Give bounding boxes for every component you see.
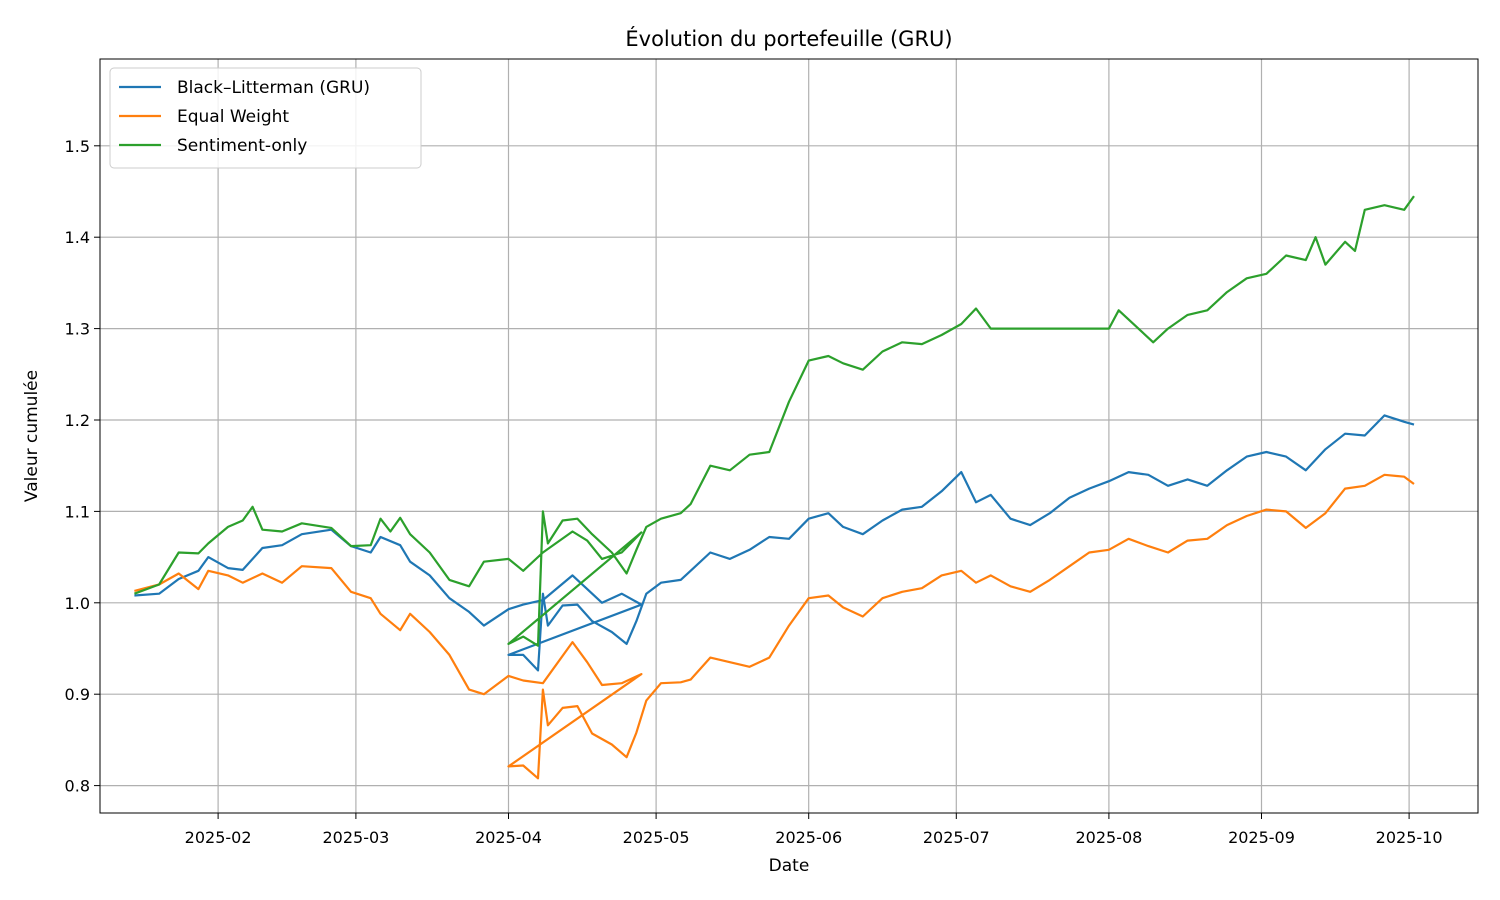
y-tick-label: 1.5 (65, 137, 90, 156)
legend-label: Equal Weight (177, 107, 289, 127)
series-lines (134, 195, 1415, 780)
legend-label: Sentiment-only (177, 136, 307, 156)
plot-area-frame (99, 58, 1479, 814)
grid (100, 59, 1478, 813)
legend-label: Black–Litterman (GRU) (177, 78, 370, 98)
x-tick-label: 2025-03 (322, 828, 389, 847)
legend: Black–Litterman (GRU) Equal Weight Sentime… (109, 67, 422, 169)
series-line-2 (134, 473, 1415, 780)
x-tick-label: 2025-09 (1228, 828, 1295, 847)
y-tick-label: 0.8 (65, 777, 90, 796)
y-tick-label: 0.9 (65, 685, 90, 704)
axis-ticks: 2025-02 2025-03 2025-04 2025-05 2025-06 2025-… (65, 137, 1443, 847)
x-tick-label: 2025-02 (185, 828, 252, 847)
series-line-3 (134, 195, 1415, 647)
x-tick-label: 2025-05 (623, 828, 690, 847)
chart-title: Évolution du portefeuille (GRU) (625, 26, 952, 51)
y-axis-label: Valeur cumulée (22, 370, 42, 502)
x-tick-label: 2025-07 (923, 828, 990, 847)
legend-box (109, 67, 422, 169)
series-line-1 (134, 414, 1415, 672)
x-tick-label: 2025-08 (1075, 828, 1142, 847)
x-axis-label: Date (769, 856, 810, 876)
y-tick-label: 1.2 (65, 411, 90, 430)
y-tick-label: 1.0 (65, 594, 90, 613)
x-tick-label: 2025-06 (775, 828, 842, 847)
x-tick-label: 2025-04 (475, 828, 542, 847)
y-tick-label: 1.3 (65, 320, 90, 339)
y-tick-label: 1.1 (65, 502, 90, 521)
x-tick-label: 2025-10 (1376, 828, 1443, 847)
y-tick-label: 1.4 (65, 228, 90, 247)
